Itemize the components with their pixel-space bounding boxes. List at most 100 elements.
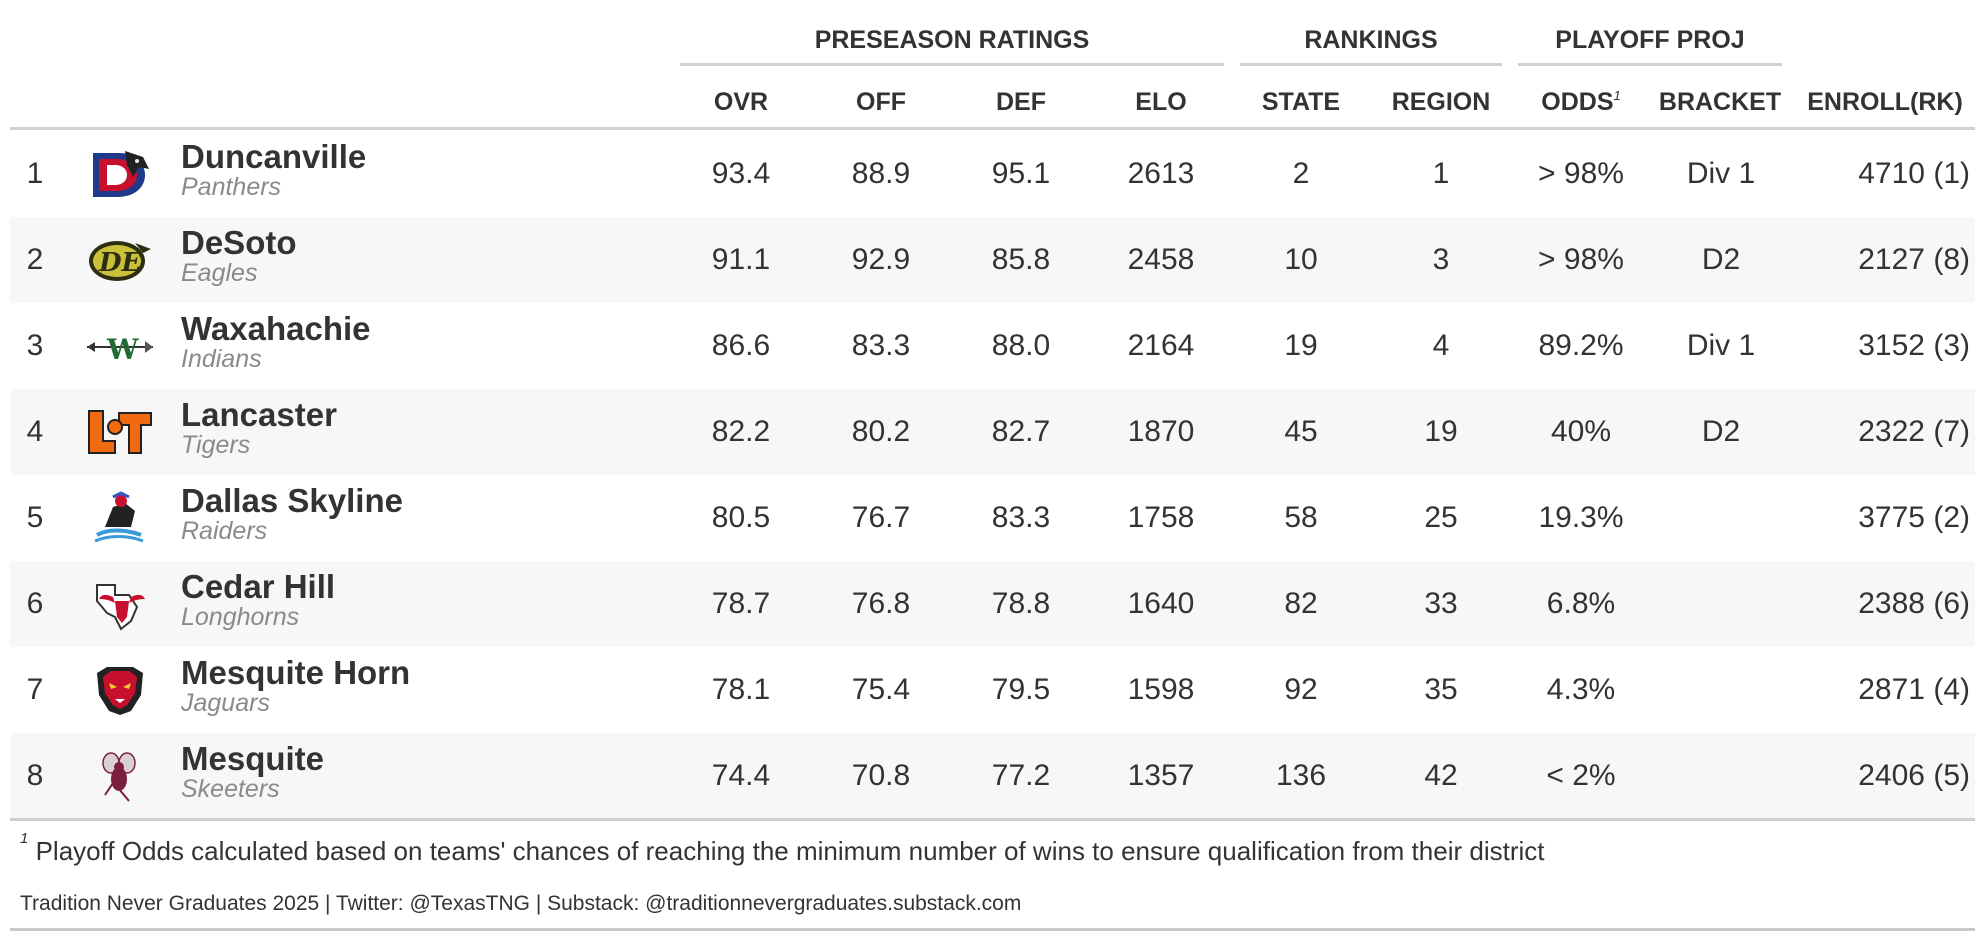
- off-cell: 76.8: [851, 587, 911, 620]
- off-cell: 76.7: [851, 501, 911, 534]
- rank-cell: 1: [26, 157, 44, 190]
- off-cell: 75.4: [851, 673, 911, 706]
- state-cell: 2: [1292, 157, 1310, 190]
- region-cell: 19: [1424, 415, 1458, 448]
- def-cell: 78.8: [991, 587, 1051, 620]
- off-cell: 70.8: [851, 759, 911, 792]
- elo-cell: 2164: [1127, 329, 1195, 362]
- elo-cell: 1870: [1127, 415, 1195, 448]
- col-head-off: OFF: [856, 88, 906, 116]
- rank-cell: 3: [26, 329, 44, 362]
- region-cell: 3: [1432, 243, 1450, 276]
- odds-cell: < 2%: [1546, 759, 1616, 792]
- spanner-rankings: RANKINGS: [1240, 22, 1502, 66]
- off-cell: 88.9: [851, 157, 911, 190]
- ovr-cell: 74.4: [711, 759, 771, 792]
- cedar-hill-longhorn-logo-icon: [96, 584, 145, 631]
- bracket-cell: [1660, 475, 1782, 561]
- region-cell: 42: [1424, 759, 1458, 792]
- table-bottom-rule: [10, 818, 1975, 821]
- enroll-cell: 2388 (6): [1858, 587, 1970, 620]
- def-cell: 85.8: [991, 243, 1051, 276]
- enroll-cell: 3775 (2): [1858, 501, 1970, 534]
- bracket-cell: Div 1: [1686, 329, 1756, 362]
- odds-cell: 89.2%: [1538, 329, 1624, 362]
- bracket-cell: D2: [1701, 243, 1741, 276]
- source-rule: [10, 928, 1975, 931]
- elo-cell: 2458: [1127, 243, 1195, 276]
- team-name-block: Duncanville Panthers: [181, 139, 366, 200]
- region-cell: 25: [1424, 501, 1458, 534]
- odds-cell: 19.3%: [1538, 501, 1624, 534]
- elo-cell: 1357: [1127, 759, 1195, 792]
- team-name-block: Mesquite Skeeters: [181, 741, 324, 802]
- rank-cell: 7: [26, 673, 44, 706]
- team-name: Mesquite: [181, 740, 325, 777]
- def-cell: 95.1: [991, 157, 1051, 190]
- def-cell: 77.2: [991, 759, 1051, 792]
- team-name-block: Mesquite Horn Jaguars: [181, 655, 410, 716]
- team-name: DeSoto: [181, 224, 297, 261]
- rank-cell: 5: [26, 501, 44, 534]
- elo-cell: 1598: [1127, 673, 1195, 706]
- elo-cell: 2613: [1127, 157, 1195, 190]
- table-row: 7 Mesquite Horn Jaguars 78.1 75.4 79.5 1…: [10, 647, 1975, 733]
- state-cell: 45: [1284, 415, 1318, 448]
- team-name: Mesquite Horn: [181, 654, 411, 691]
- svg-text:DE: DE: [98, 248, 143, 278]
- off-cell: 92.9: [851, 243, 911, 276]
- table-row: 1 Duncanville Panthers 93.4 88.9 95.1 26…: [10, 131, 1975, 217]
- team-mascot: Eagles: [181, 259, 258, 287]
- def-cell: 79.5: [991, 673, 1051, 706]
- col-head-region: REGION: [1391, 88, 1491, 116]
- bracket-cell: Div 1: [1686, 157, 1756, 190]
- table-row: 5 Dallas Skyline Raiders 80.5 76.7 83.3 …: [10, 475, 1975, 561]
- bracket-cell: [1660, 733, 1782, 819]
- waxahachie-arrow-logo-icon: W: [87, 333, 153, 366]
- rank-cell: 2: [26, 243, 44, 276]
- enroll-cell: 2871 (4): [1858, 673, 1970, 706]
- def-cell: 83.3: [991, 501, 1051, 534]
- col-head-enroll: ENROLL(RK): [1807, 88, 1963, 116]
- team-mascot: Tigers: [181, 431, 251, 459]
- rank-cell: 8: [26, 759, 44, 792]
- team-name: Cedar Hill: [181, 568, 336, 605]
- footnote-text: Playoff Odds calculated based on teams' …: [35, 836, 1545, 866]
- state-cell: 10: [1284, 243, 1318, 276]
- source-note: Tradition Never Graduates 2025 | Twitter…: [20, 892, 1022, 915]
- state-cell: 136: [1275, 759, 1327, 792]
- team-name: Dallas Skyline: [181, 482, 403, 519]
- odds-cell: 4.3%: [1546, 673, 1616, 706]
- enroll-cell: 2322 (7): [1858, 415, 1970, 448]
- col-head-def: DEF: [996, 88, 1046, 116]
- col-head-bracket: BRACKET: [1658, 88, 1782, 116]
- ovr-cell: 80.5: [711, 501, 771, 534]
- team-mascot: Skeeters: [181, 775, 280, 803]
- def-cell: 88.0: [991, 329, 1051, 362]
- team-name: Duncanville: [181, 138, 367, 175]
- mesquite-horn-jaguar-logo-icon: [97, 667, 143, 715]
- desoto-eagle-logo-icon: DE: [89, 241, 151, 281]
- odds-cell: > 98%: [1538, 243, 1624, 276]
- region-cell: 35: [1424, 673, 1458, 706]
- col-head-ovr: OVR: [713, 88, 769, 116]
- bracket-cell: [1660, 561, 1782, 647]
- duncanville-panther-logo-icon: [93, 151, 149, 197]
- mesquite-skeeter-logo-icon: [102, 752, 136, 802]
- rank-cell: 6: [26, 587, 44, 620]
- col-head-odds-label: ODDS: [1541, 88, 1614, 116]
- team-mascot: Jaguars: [181, 689, 270, 717]
- team-name: Waxahachie: [181, 310, 371, 347]
- team-mascot: Raiders: [181, 517, 268, 545]
- state-cell: 82: [1284, 587, 1318, 620]
- footnote-mark: 1: [20, 830, 29, 847]
- team-name-block: DeSoto Eagles: [181, 225, 297, 286]
- ovr-cell: 82.2: [711, 415, 771, 448]
- region-cell: 1: [1432, 157, 1450, 190]
- region-cell: 4: [1432, 329, 1450, 362]
- off-cell: 80.2: [851, 415, 911, 448]
- team-name-block: Lancaster Tigers: [181, 397, 337, 458]
- team-mascot: Longhorns: [181, 603, 300, 631]
- region-cell: 33: [1424, 587, 1458, 620]
